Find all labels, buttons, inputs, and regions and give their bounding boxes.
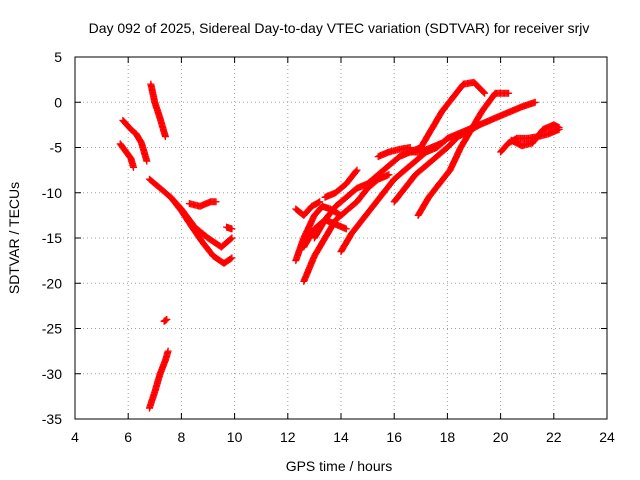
data-points	[116, 78, 563, 412]
data-point	[163, 315, 171, 323]
data-point	[505, 89, 513, 97]
data-point	[161, 133, 169, 141]
data-point	[228, 254, 236, 262]
x-tick-label: 20	[493, 429, 509, 445]
data-series-8	[146, 347, 172, 412]
tick-labels: 4 6 8 10 12 14 16 18 20 22 24 5 0 -5 -10 -15 -20 -25 -30 -3…	[42, 49, 615, 445]
data-point	[164, 347, 172, 355]
x-tick-label: 24	[599, 429, 615, 445]
y-tick-label: -15	[42, 230, 62, 246]
data-point	[481, 89, 489, 97]
x-tick-label: 8	[178, 429, 186, 445]
data-point	[342, 225, 350, 233]
y-tick-label: -25	[42, 321, 62, 337]
y-tick-label: -35	[42, 411, 62, 427]
data-point	[352, 167, 360, 175]
data-point	[385, 171, 393, 179]
data-series-13	[300, 216, 350, 251]
data-series-15	[321, 166, 361, 201]
grid-lines	[75, 57, 607, 419]
data-series-9	[160, 315, 171, 325]
data-point	[228, 225, 236, 233]
x-axis-label: GPS time / hours	[286, 458, 393, 474]
y-axis-label: SDTVAR / TECUs	[6, 182, 22, 294]
x-tick-label: 16	[386, 429, 402, 445]
x-tick-label: 12	[280, 429, 296, 445]
data-series-3	[147, 80, 169, 141]
data-point	[227, 235, 235, 243]
data-point	[212, 198, 220, 206]
y-tick-label: 5	[54, 49, 62, 65]
data-series-19	[406, 78, 489, 156]
data-series-6	[185, 198, 220, 210]
data-series-11	[292, 198, 324, 219]
data-point	[555, 124, 563, 132]
data-series-10	[292, 202, 345, 265]
data-series-17	[374, 144, 414, 161]
data-point	[480, 88, 488, 96]
y-tick-label: 0	[54, 94, 62, 110]
data-point	[316, 198, 324, 206]
data-point	[130, 163, 137, 171]
y-tick-label: -20	[42, 275, 62, 291]
data-series-20	[414, 89, 513, 219]
data-point	[353, 166, 361, 174]
x-tick-label: 22	[546, 429, 562, 445]
x-tick-label: 4	[71, 429, 79, 445]
data-point	[162, 316, 170, 324]
data-series-2	[116, 140, 137, 171]
data-point	[227, 255, 235, 263]
x-tick-label: 14	[333, 429, 349, 445]
y-tick-label: -30	[42, 366, 62, 382]
chart-title: Day 092 of 2025, Sidereal Day-to-day VTE…	[89, 20, 590, 36]
x-tick-label: 18	[440, 429, 456, 445]
data-series-1	[119, 116, 151, 165]
x-tick-label: 6	[124, 429, 132, 445]
y-tick-label: -5	[50, 140, 63, 156]
x-tick-label: 10	[227, 429, 243, 445]
data-point	[531, 98, 539, 106]
y-tick-label: -10	[42, 185, 62, 201]
data-series-7	[223, 223, 236, 233]
data-series-5	[167, 193, 236, 251]
data-point	[143, 157, 151, 165]
data-point	[228, 234, 236, 242]
data-series-22	[507, 121, 563, 150]
plot-frame	[74, 56, 608, 420]
